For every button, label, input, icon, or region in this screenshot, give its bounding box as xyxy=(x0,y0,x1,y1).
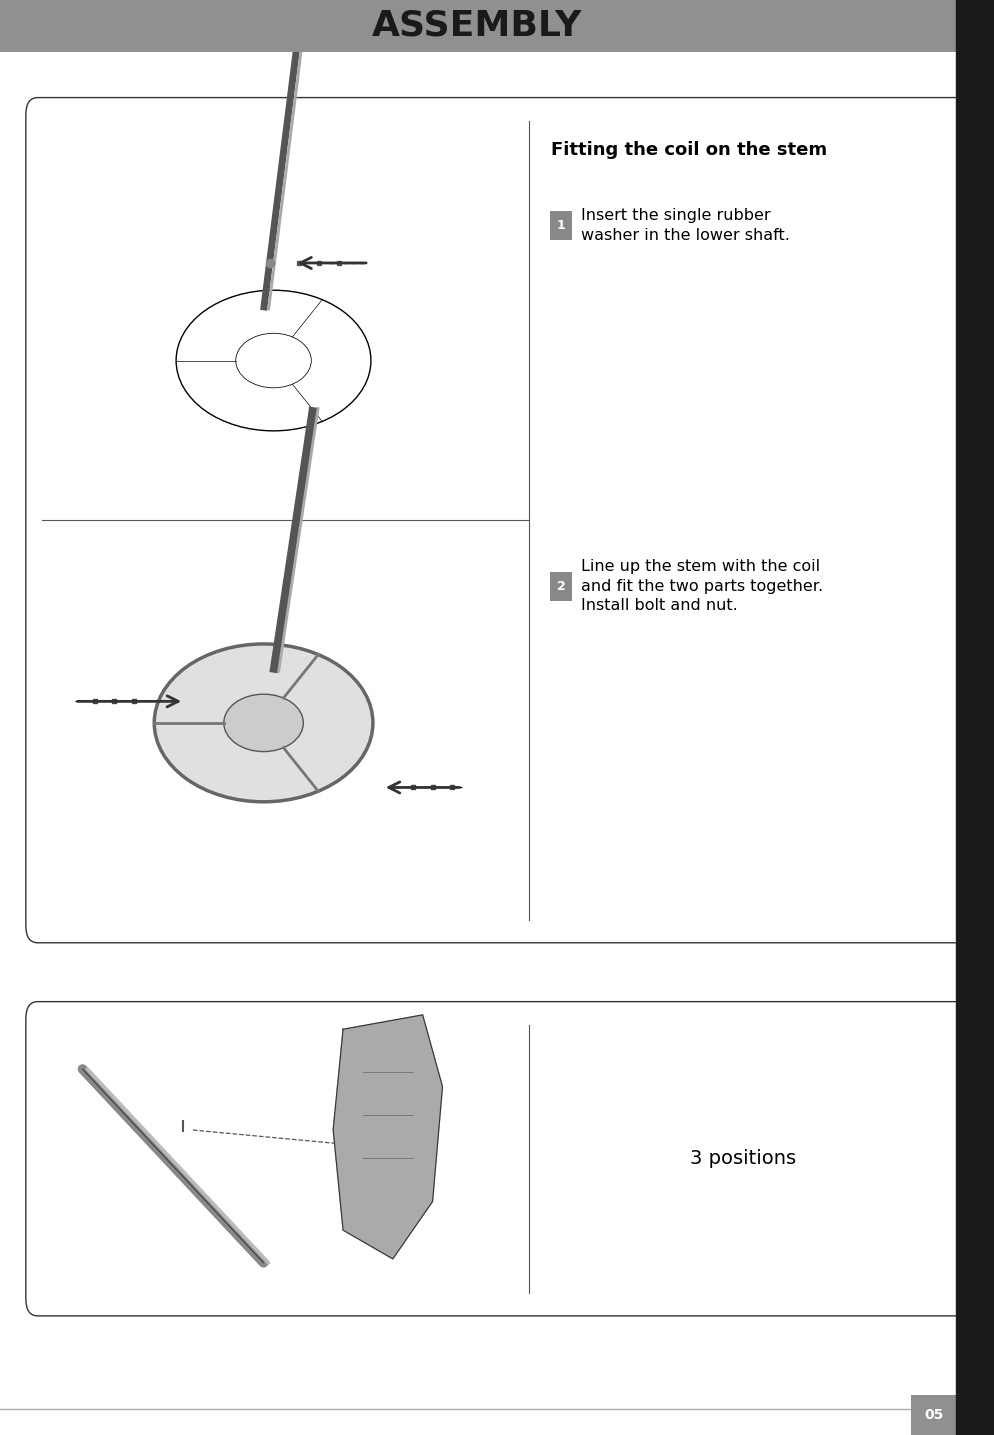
Text: ASSEMBLY: ASSEMBLY xyxy=(372,9,582,43)
FancyBboxPatch shape xyxy=(26,98,968,943)
Polygon shape xyxy=(333,1015,442,1258)
Bar xyxy=(0,0,956,52)
Text: Line up the stem with the coil
and fit the two parts together.
Install bolt and : Line up the stem with the coil and fit t… xyxy=(580,558,823,614)
FancyBboxPatch shape xyxy=(550,211,572,240)
FancyBboxPatch shape xyxy=(26,1002,968,1316)
Text: 3 positions: 3 positions xyxy=(690,1149,796,1168)
Text: Insert the single rubber
washer in the lower shaft.: Insert the single rubber washer in the l… xyxy=(580,208,789,243)
Text: 2: 2 xyxy=(557,580,566,593)
Bar xyxy=(956,0,994,1435)
Text: 05: 05 xyxy=(924,1408,943,1422)
Bar xyxy=(911,1395,956,1435)
Text: 1: 1 xyxy=(557,218,566,232)
Ellipse shape xyxy=(224,695,303,752)
Ellipse shape xyxy=(154,644,373,802)
FancyBboxPatch shape xyxy=(550,573,572,601)
Text: Fitting the coil on the stem: Fitting the coil on the stem xyxy=(551,141,827,159)
